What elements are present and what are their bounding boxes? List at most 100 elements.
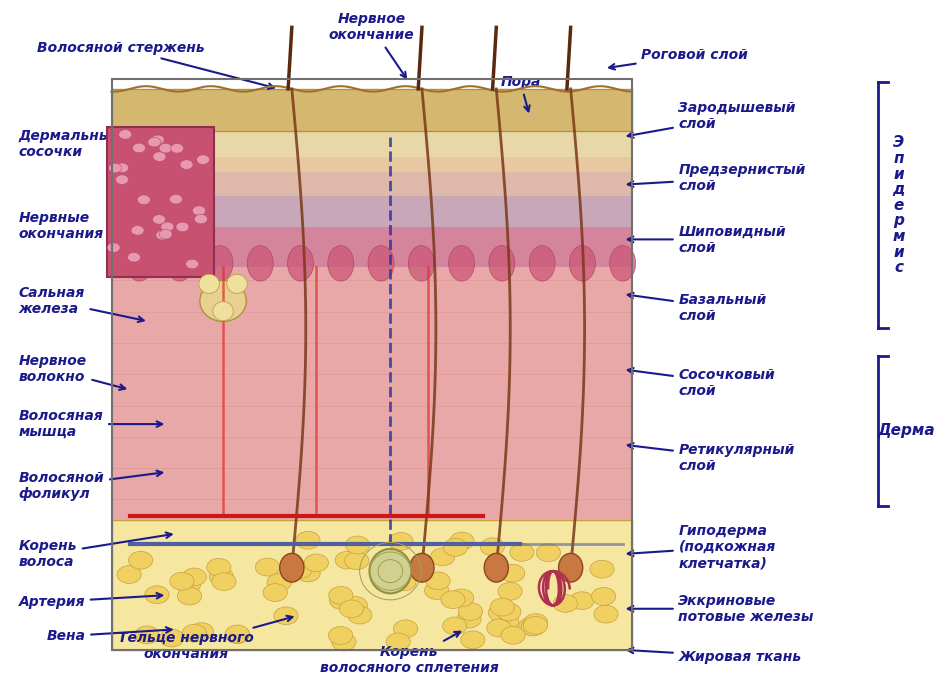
Ellipse shape	[227, 274, 247, 293]
Circle shape	[590, 560, 614, 578]
Circle shape	[145, 586, 169, 603]
FancyBboxPatch shape	[112, 131, 632, 157]
Circle shape	[480, 538, 505, 555]
Text: Нервное
окончание: Нервное окончание	[329, 12, 415, 78]
Circle shape	[386, 558, 411, 576]
Circle shape	[491, 598, 514, 616]
Circle shape	[128, 252, 140, 262]
Circle shape	[339, 600, 364, 618]
Circle shape	[107, 243, 120, 252]
Circle shape	[329, 586, 352, 604]
Circle shape	[394, 620, 417, 637]
Circle shape	[288, 561, 312, 579]
Ellipse shape	[558, 553, 583, 582]
Text: Нервные
окончания: Нервные окончания	[19, 211, 153, 253]
Circle shape	[441, 591, 465, 609]
Circle shape	[170, 573, 194, 590]
Ellipse shape	[489, 246, 515, 281]
Circle shape	[118, 130, 132, 140]
Circle shape	[116, 175, 129, 185]
Ellipse shape	[369, 549, 412, 594]
Ellipse shape	[408, 246, 434, 281]
Circle shape	[117, 566, 141, 583]
Circle shape	[457, 610, 481, 628]
Circle shape	[137, 195, 150, 205]
Ellipse shape	[368, 246, 394, 281]
Circle shape	[151, 135, 164, 144]
Ellipse shape	[212, 302, 233, 321]
Ellipse shape	[280, 553, 304, 582]
Circle shape	[594, 605, 619, 623]
Circle shape	[195, 214, 208, 224]
Circle shape	[267, 573, 291, 591]
Ellipse shape	[610, 246, 635, 281]
Ellipse shape	[207, 246, 233, 281]
FancyBboxPatch shape	[112, 267, 632, 520]
FancyBboxPatch shape	[112, 89, 632, 131]
Circle shape	[591, 588, 616, 605]
Text: Корень
волоса: Корень волоса	[19, 532, 171, 569]
Circle shape	[431, 548, 455, 566]
Text: Волосяной стержень: Волосяной стержень	[38, 41, 274, 89]
Ellipse shape	[288, 246, 314, 281]
Text: Жировая ткань: Жировая ткань	[628, 648, 802, 663]
Circle shape	[148, 137, 161, 147]
Circle shape	[521, 618, 545, 636]
Circle shape	[159, 230, 172, 239]
Circle shape	[116, 163, 129, 172]
Circle shape	[212, 573, 236, 590]
Circle shape	[169, 194, 182, 204]
Circle shape	[210, 568, 233, 586]
Circle shape	[459, 603, 482, 620]
Circle shape	[524, 616, 547, 634]
Circle shape	[524, 614, 548, 631]
Circle shape	[494, 612, 519, 630]
Circle shape	[182, 568, 207, 586]
Circle shape	[131, 226, 144, 235]
Ellipse shape	[200, 280, 246, 321]
Circle shape	[501, 564, 525, 582]
Circle shape	[488, 604, 512, 622]
Text: Шиповидный
слой: Шиповидный слой	[628, 224, 786, 254]
Ellipse shape	[126, 246, 152, 281]
Circle shape	[425, 581, 448, 599]
Circle shape	[161, 222, 174, 232]
Circle shape	[135, 626, 159, 644]
Circle shape	[159, 144, 172, 153]
Circle shape	[450, 532, 474, 550]
Circle shape	[487, 619, 511, 637]
Circle shape	[328, 627, 352, 644]
Circle shape	[348, 606, 372, 624]
Circle shape	[443, 617, 467, 635]
FancyBboxPatch shape	[112, 227, 632, 267]
FancyBboxPatch shape	[112, 172, 632, 196]
Circle shape	[129, 551, 152, 569]
Circle shape	[263, 583, 288, 601]
Ellipse shape	[570, 246, 595, 281]
Ellipse shape	[166, 246, 193, 281]
Text: Эккриновые
потовые железы: Эккриновые потовые железы	[628, 594, 814, 624]
Circle shape	[207, 558, 231, 576]
FancyBboxPatch shape	[112, 196, 632, 227]
Circle shape	[296, 564, 321, 582]
Circle shape	[332, 633, 356, 650]
Circle shape	[426, 572, 450, 590]
Ellipse shape	[529, 246, 556, 281]
Circle shape	[386, 633, 410, 650]
Circle shape	[509, 544, 534, 562]
Text: Зародышевый
слой: Зародышевый слой	[628, 101, 796, 137]
Circle shape	[330, 592, 353, 609]
Text: Базальный
слой: Базальный слой	[628, 293, 767, 323]
Circle shape	[444, 538, 467, 556]
Circle shape	[343, 596, 368, 614]
Text: Корень
волосяного сплетения: Корень волосяного сплетения	[320, 632, 498, 675]
Circle shape	[193, 206, 206, 215]
Text: Волосяной
фоликул: Волосяной фоликул	[19, 471, 163, 501]
FancyBboxPatch shape	[112, 520, 632, 650]
Circle shape	[498, 582, 522, 600]
Ellipse shape	[484, 553, 509, 582]
Circle shape	[461, 631, 485, 648]
Text: Дерма: Дерма	[877, 423, 935, 438]
Ellipse shape	[199, 274, 219, 293]
Circle shape	[182, 624, 207, 642]
